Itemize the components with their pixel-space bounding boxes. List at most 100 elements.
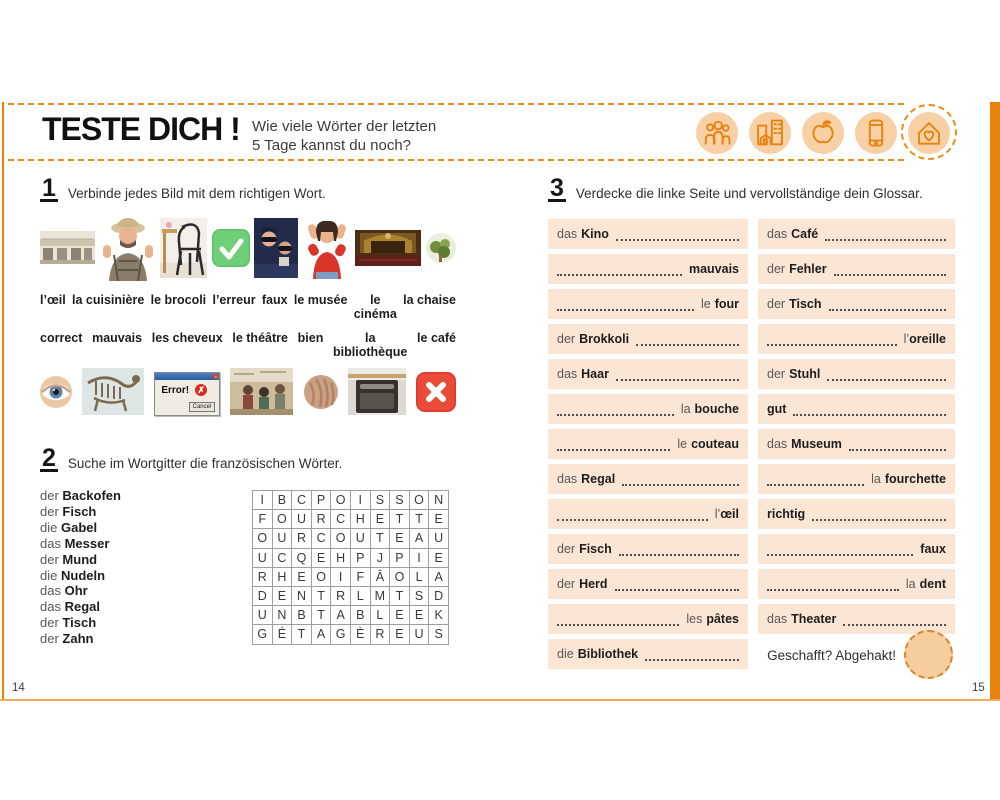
grid-letter-cell[interactable]: O [311, 567, 332, 587]
image-dinosaur-skeleton[interactable] [82, 368, 145, 420]
grid-letter-cell[interactable]: E [390, 625, 410, 645]
grid-letter-cell[interactable]: É [272, 625, 293, 645]
image-trees-circle[interactable] [425, 232, 456, 268]
word-label[interactable]: les cheveux [151, 331, 223, 345]
grid-letter-cell[interactable]: G [331, 625, 351, 645]
grid-letter-cell[interactable]: T [311, 606, 332, 626]
image-error-dialog[interactable]: × Error! ✗ Cancel [154, 372, 221, 416]
image-cinema-audience[interactable] [254, 217, 299, 283]
image-theatre-hall[interactable] [355, 229, 422, 271]
glossary-row[interactable]: faux [758, 534, 955, 564]
grid-letter-cell[interactable]: O [272, 510, 293, 530]
image-cafe-building[interactable] [40, 231, 95, 269]
grid-letter-cell[interactable]: E [311, 548, 332, 568]
grid-letter-cell[interactable]: L [370, 606, 391, 626]
fill-in-line[interactable] [767, 542, 914, 556]
glossary-row[interactable]: la fourchette [758, 464, 955, 494]
grid-letter-cell[interactable]: L [350, 586, 371, 607]
glossary-row[interactable]: das Café [758, 219, 955, 249]
fill-in-line[interactable] [828, 297, 946, 311]
grid-letter-cell[interactable]: S [409, 586, 430, 607]
image-chair-table[interactable] [160, 217, 208, 283]
grid-letter-cell[interactable]: R [311, 510, 332, 530]
check-off-circle[interactable] [904, 630, 953, 679]
grid-letter-cell[interactable]: R [331, 586, 351, 607]
glossary-row[interactable]: la dent [758, 569, 955, 599]
grid-letter-cell[interactable]: I [409, 548, 430, 568]
fill-in-line[interactable] [557, 437, 671, 451]
glossary-row[interactable]: le couteau [548, 429, 748, 459]
grid-letter-cell[interactable]: F [253, 510, 273, 530]
cancel-button[interactable]: Cancel [188, 402, 216, 412]
glossary-row[interactable]: der Stuhl [758, 359, 955, 389]
word-label[interactable]: la chaise [403, 293, 456, 307]
grid-letter-cell[interactable]: B [272, 491, 293, 511]
grid-letter-cell[interactable]: E [272, 586, 293, 607]
fill-in-line[interactable] [827, 367, 946, 381]
fill-in-line[interactable] [557, 402, 674, 416]
grid-letter-cell[interactable]: C [272, 548, 293, 568]
grid-letter-cell[interactable]: S [390, 491, 410, 511]
grid-letter-cell[interactable]: I [331, 567, 351, 587]
grid-letter-cell[interactable]: U [429, 529, 449, 549]
grid-letter-cell[interactable]: T [292, 625, 312, 645]
red-cross-icon[interactable] [415, 371, 456, 417]
grid-letter-cell[interactable]: T [390, 586, 410, 607]
grid-letter-cell[interactable]: L [409, 567, 430, 587]
fill-in-line[interactable] [843, 612, 946, 626]
grid-letter-cell[interactable]: T [390, 510, 410, 530]
fill-in-line[interactable] [615, 367, 739, 381]
fill-in-line[interactable] [622, 472, 739, 486]
image-girl-covering-ears[interactable] [302, 216, 351, 284]
fill-in-line[interactable] [645, 647, 739, 661]
grid-letter-cell[interactable]: P [390, 548, 410, 568]
fill-in-line[interactable] [636, 332, 739, 346]
fill-in-line[interactable] [767, 577, 899, 591]
grid-letter-cell[interactable]: G [253, 625, 273, 645]
fill-in-line[interactable] [557, 612, 680, 626]
grid-letter-cell[interactable]: U [409, 625, 430, 645]
grid-letter-cell[interactable]: T [409, 510, 430, 530]
grid-letter-cell[interactable]: O [390, 567, 410, 587]
glossary-row[interactable]: der Brokkoli [548, 324, 748, 354]
grid-letter-cell[interactable]: U [253, 548, 273, 568]
fill-in-line[interactable] [833, 262, 946, 276]
grid-letter-cell[interactable]: I [350, 491, 371, 511]
grid-letter-cell[interactable]: H [272, 567, 293, 587]
grid-letter-cell[interactable]: R [292, 529, 312, 549]
grid-letter-cell[interactable]: B [292, 606, 312, 626]
grid-letter-cell[interactable]: O [253, 529, 273, 549]
grid-letter-cell[interactable]: B [350, 606, 371, 626]
grid-letter-cell[interactable]: E [390, 606, 410, 626]
grid-letter-cell[interactable]: A [311, 625, 332, 645]
glossary-row[interactable]: der Fehler [758, 254, 955, 284]
image-eye-circle[interactable] [40, 375, 72, 413]
word-label[interactable]: la bibliothèque [333, 331, 408, 359]
word-label[interactable]: l’erreur [212, 293, 256, 307]
word-label[interactable]: le brocoli [150, 293, 207, 307]
grid-letter-cell[interactable]: C [311, 529, 332, 549]
grid-letter-cell[interactable]: C [292, 491, 312, 511]
grid-letter-cell[interactable]: S [370, 491, 391, 511]
word-label[interactable]: la cuisinière [72, 293, 145, 307]
grid-letter-cell[interactable]: F [350, 567, 371, 587]
grid-letter-cell[interactable]: N [429, 491, 449, 511]
grid-letter-cell[interactable]: A [331, 606, 351, 626]
image-cafe-interior[interactable] [230, 368, 294, 420]
grid-letter-cell[interactable]: D [429, 586, 449, 607]
word-label[interactable]: bien [297, 331, 324, 345]
word-label[interactable]: le théâtre [232, 331, 288, 345]
fill-in-line[interactable] [614, 577, 739, 591]
glossary-row[interactable]: mauvais [548, 254, 748, 284]
grid-letter-cell[interactable]: O [409, 491, 430, 511]
glossary-row[interactable]: das Museum [758, 429, 955, 459]
glossary-row[interactable]: l’ oreille [758, 324, 955, 354]
grid-letter-cell[interactable]: A [409, 529, 430, 549]
word-label[interactable]: mauvais [92, 331, 143, 345]
grid-letter-cell[interactable]: H [331, 548, 351, 568]
glossary-row[interactable]: das Kino [548, 219, 748, 249]
word-label[interactable]: le cinéma [353, 293, 397, 321]
fill-in-line[interactable] [793, 402, 946, 416]
fill-in-line[interactable] [618, 542, 739, 556]
grid-letter-cell[interactable]: R [370, 625, 391, 645]
